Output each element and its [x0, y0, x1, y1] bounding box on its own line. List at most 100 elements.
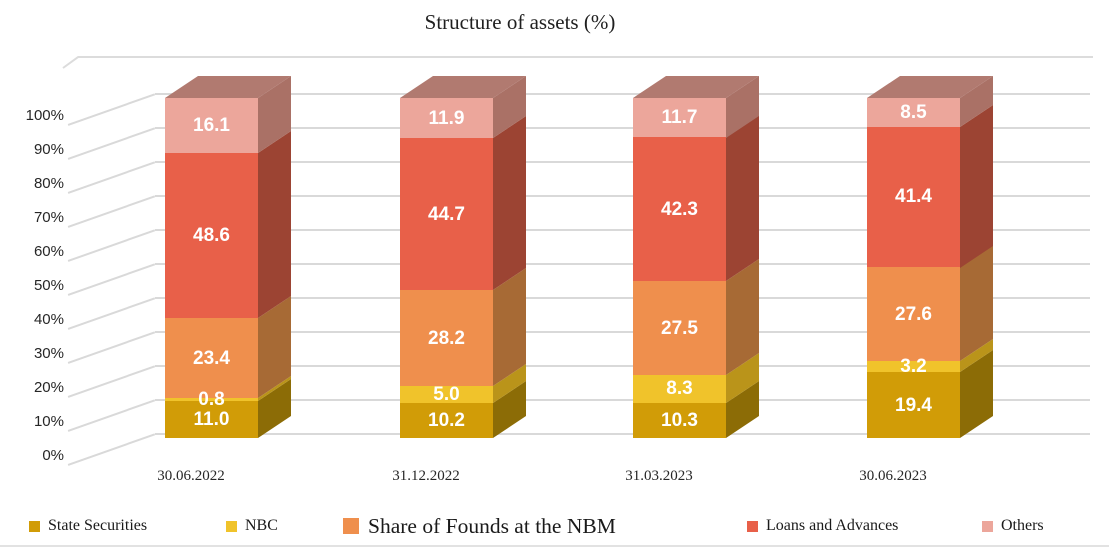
- y-tick-label: 20%: [33, 379, 64, 396]
- x-category-label: 30.06.2022: [157, 468, 225, 484]
- bar-front: [633, 281, 726, 375]
- gridline-horizontal: [155, 365, 1090, 367]
- bar-value-label: 28.2: [428, 327, 465, 349]
- y-tick-label: 50%: [33, 277, 64, 294]
- bar-side: [726, 115, 759, 282]
- bar-value-label: 19.4: [895, 394, 932, 416]
- bar-side: [258, 131, 291, 319]
- gridline-diagonal: [67, 195, 155, 228]
- bar-value-label: 11.0: [193, 408, 230, 430]
- legend-item: Loans and Advances: [747, 508, 898, 544]
- chart-title: Structure of assets (%): [424, 10, 616, 34]
- gridline-horizontal: [155, 93, 1090, 95]
- gridline-diagonal: [67, 399, 155, 432]
- bar-side: [493, 116, 526, 291]
- legend-item: State Securities: [29, 508, 147, 544]
- gridline-horizontal: [155, 399, 1090, 401]
- bar-value-label: 5.0: [433, 384, 460, 406]
- gridline-horizontal: [155, 195, 1090, 197]
- bar-front: [400, 138, 493, 291]
- gridline-diagonal: [67, 127, 155, 160]
- bar-side: [960, 104, 993, 268]
- bar-front: [165, 98, 258, 154]
- y-tick-label: 100%: [25, 107, 64, 124]
- bottom-divider: [0, 545, 1109, 547]
- legend-marker: [343, 518, 359, 534]
- x-category-label: 31.03.2023: [625, 468, 693, 484]
- bar-value-label: 27.6: [895, 303, 932, 325]
- gridline-horizontal: [155, 263, 1090, 265]
- y-tick-label: 10%: [33, 413, 64, 430]
- gridline-horizontal: [155, 331, 1090, 333]
- x-category-label: 31.12.2022: [392, 468, 460, 484]
- y-tick-label: 0%: [42, 447, 64, 464]
- x-category-label: 30.06.2023: [859, 468, 927, 484]
- bar-front: [400, 98, 493, 139]
- wall-top-edge-diagonal: [62, 56, 79, 69]
- bar-front: [400, 403, 493, 438]
- bar-value-label: 48.6: [193, 225, 230, 247]
- gridline-diagonal: [67, 161, 155, 194]
- legend-item: Others: [982, 508, 1044, 544]
- bar-value-label: 8.5: [900, 101, 927, 123]
- bar-value-label: 11.9: [428, 107, 465, 129]
- bar-value-label: 27.5: [661, 317, 698, 339]
- gridline-diagonal: [67, 365, 155, 398]
- bar-front: [633, 97, 726, 138]
- legend-label: Loans and Advances: [766, 517, 899, 534]
- legend-label: State Securities: [48, 517, 148, 534]
- y-tick-label: 30%: [33, 345, 64, 362]
- bar-front: [633, 402, 726, 438]
- gridline-horizontal: [155, 297, 1090, 299]
- bar-value-label: 16.1: [193, 115, 230, 137]
- wall-top-edge: [78, 56, 1093, 58]
- bar-front: [400, 290, 493, 387]
- gridline-diagonal: [67, 433, 155, 466]
- y-tick-label: 60%: [33, 243, 64, 260]
- bar-front: [165, 318, 258, 398]
- legend-label: Others: [1001, 517, 1044, 534]
- gridline-diagonal: [67, 93, 155, 126]
- legend-marker: [29, 520, 40, 532]
- bar-front: [867, 372, 960, 438]
- bar-value-label: 0.8: [198, 388, 225, 410]
- legend-item: Share of Founds at the NBM: [343, 508, 616, 544]
- bar-front: [165, 400, 258, 438]
- legend-label: Share of Founds at the NBM: [368, 513, 616, 538]
- bar-front: [867, 267, 960, 362]
- bar-front: [867, 361, 960, 373]
- y-tick-label: 40%: [33, 311, 64, 328]
- y-tick-label: 80%: [33, 175, 64, 192]
- bar-front: [165, 397, 258, 401]
- bar-value-label: 3.2: [900, 356, 927, 378]
- y-tick-label: 70%: [33, 209, 64, 226]
- bar-value-label: 11.7: [661, 107, 698, 129]
- gridline-diagonal: [67, 297, 155, 330]
- gridline-diagonal: [67, 229, 155, 262]
- bar-front: [633, 137, 726, 282]
- legend-marker: [982, 520, 993, 532]
- bar-front: [400, 386, 493, 404]
- legend-marker: [226, 520, 237, 532]
- bar-front: [867, 97, 960, 127]
- legend-label: NBC: [245, 517, 278, 534]
- gridline-diagonal: [67, 263, 155, 296]
- gridline-horizontal: [155, 161, 1090, 163]
- bar-front: [867, 126, 960, 268]
- bar-value-label: 44.7: [428, 203, 465, 225]
- gridline-diagonal: [67, 331, 155, 364]
- legend-marker: [747, 520, 758, 532]
- bar-value-label: 23.4: [193, 347, 230, 369]
- bar-value-label: 8.3: [666, 378, 693, 400]
- bar-value-label: 10.3: [661, 409, 698, 431]
- legend-item: NBC: [226, 508, 278, 544]
- gridline-horizontal: [155, 433, 1090, 435]
- bar-value-label: 42.3: [661, 198, 698, 220]
- bar-front: [165, 153, 258, 319]
- gridline-horizontal: [155, 229, 1090, 231]
- bar-value-label: 10.2: [428, 410, 465, 432]
- bar-front: [633, 374, 726, 403]
- gridline-horizontal: [155, 127, 1090, 129]
- bar-value-label: 41.4: [895, 186, 932, 208]
